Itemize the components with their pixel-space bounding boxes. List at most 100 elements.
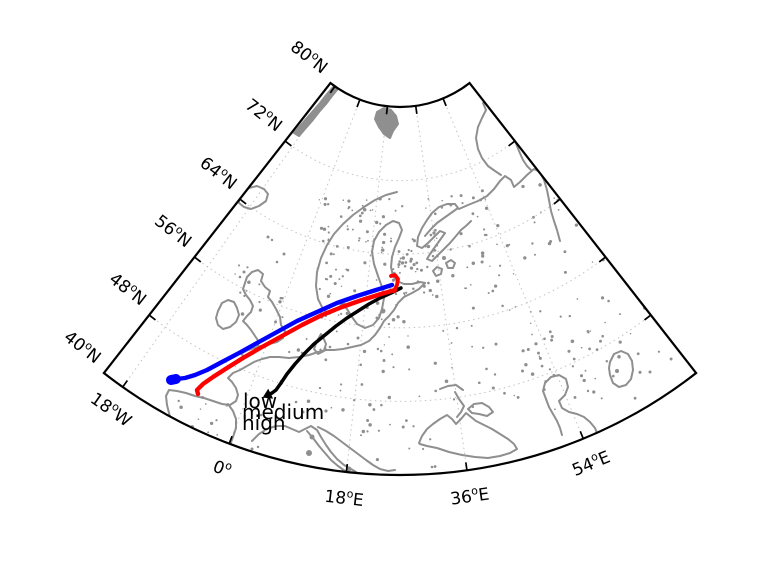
speckle-dot: [435, 237, 438, 239]
speckle-dot: [391, 278, 395, 282]
speckle-dot: [567, 349, 571, 353]
speckle-dot: [471, 405, 475, 409]
trajectory-high-end-marker: [166, 374, 181, 385]
speckle-dot: [329, 252, 333, 256]
speckle-dot: [471, 196, 475, 200]
speckle-dot: [353, 399, 356, 402]
speckle-dot: [619, 313, 621, 316]
speckle-dot: [325, 261, 328, 265]
coastline-britain: [240, 269, 286, 358]
speckle-dot: [380, 318, 383, 321]
speckle-dot: [431, 254, 435, 258]
speckle-dot: [382, 359, 386, 362]
speckle-dot: [414, 270, 417, 273]
speckle-dot: [329, 292, 332, 295]
speckle-dot: [389, 423, 391, 426]
speckle-dot: [288, 350, 291, 354]
speckle-dot: [387, 322, 391, 326]
speckle-dot: [405, 291, 408, 294]
coastline-danube: [439, 384, 464, 391]
speckle-dot: [653, 300, 655, 303]
speckle-dot: [381, 215, 385, 219]
speckle-dot: [375, 301, 380, 305]
lat-tick: [462, 82, 471, 89]
speckle-dot: [327, 203, 330, 206]
lon-tick-label: 0o: [210, 455, 234, 482]
meridian-gridline: [228, 99, 361, 444]
speckle-dot: [326, 278, 329, 281]
speckle-dot: [433, 212, 437, 216]
island-dot: [238, 275, 242, 279]
speckle-dot: [324, 409, 328, 413]
speckle-dot: [394, 292, 398, 296]
speckle-dot: [543, 337, 546, 341]
speckle-dot: [422, 284, 426, 288]
speckle-dot: [598, 207, 601, 210]
speckle-dot: [362, 208, 367, 212]
speckle-dot: [388, 336, 391, 338]
speckle-dot: [597, 215, 602, 219]
speckle-dot: [570, 339, 575, 344]
lat-tick: [598, 256, 607, 263]
speckle-dot: [505, 244, 509, 248]
speckle-dot: [469, 283, 472, 286]
speckle-dot: [375, 279, 378, 281]
speckle-dot: [485, 233, 488, 237]
speckle-dot: [429, 252, 432, 255]
speckle-dot: [661, 320, 666, 324]
island-dot: [301, 410, 305, 414]
speckle-dot: [394, 209, 397, 212]
speckle-dot: [347, 207, 350, 210]
speckle-dot: [358, 219, 363, 223]
coastlines: [165, 85, 634, 473]
speckle-dot: [582, 378, 586, 383]
speckle-dot: [376, 347, 380, 351]
speckle-dot: [508, 309, 511, 311]
speckle-dot: [381, 246, 383, 249]
ticks: [103, 82, 697, 473]
speckle-dot: [383, 262, 387, 266]
speckle-dot: [365, 199, 368, 201]
speckle-dot: [657, 350, 661, 353]
parallel-gridline: [239, 198, 561, 255]
speckle-dot: [591, 261, 594, 263]
speckle-dot: [493, 373, 497, 376]
speckle-dot: [480, 260, 484, 264]
speckle-dot: [306, 399, 311, 403]
speckle-dot: [412, 425, 415, 428]
speckle-dot: [636, 352, 640, 356]
speckle-dot: [550, 335, 554, 338]
speckle-dot: [483, 228, 486, 231]
speckle-dot: [440, 206, 444, 209]
trajectory-low: [266, 286, 403, 397]
speckle-dot: [380, 403, 383, 407]
island-dot: [309, 434, 315, 440]
speckle-dot: [523, 256, 527, 260]
speckle-dot: [531, 242, 534, 245]
lon-tick: [464, 462, 468, 471]
speckle-dot: [199, 408, 202, 410]
speckle-dot: [319, 226, 324, 230]
lon-tick: [442, 98, 447, 107]
speckle-dot: [529, 322, 532, 325]
speckle-dot: [482, 346, 485, 349]
coastline-novaya-zemlya: [475, 102, 502, 176]
speckle-dot: [613, 183, 618, 187]
speckle-dot: [600, 397, 603, 400]
lon-tick: [385, 106, 389, 115]
speckle-dot: [360, 434, 362, 437]
speckle-dot: [429, 233, 433, 237]
coastline-baltic-west-europe: [165, 282, 426, 421]
speckle-dot: [397, 250, 401, 253]
speckle-dot: [426, 244, 431, 249]
meridian-gridline: [442, 98, 584, 439]
speckle-dot: [391, 317, 396, 322]
speckle-dot: [330, 406, 333, 409]
speckle-dot: [444, 379, 449, 384]
speckle-dot: [538, 183, 542, 187]
speckle-dot: [358, 239, 360, 242]
speckle-dot: [381, 240, 386, 245]
island-dot: [294, 400, 298, 404]
